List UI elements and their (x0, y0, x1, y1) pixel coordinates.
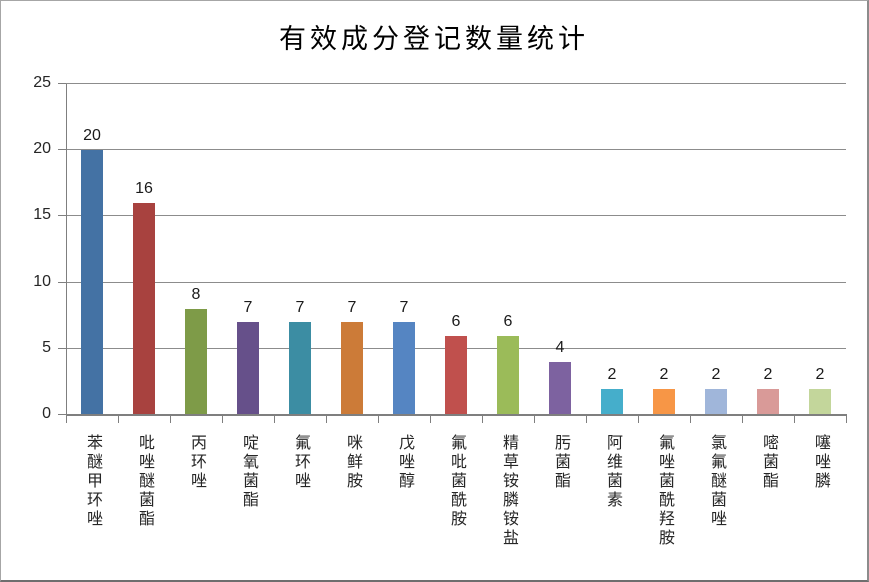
gridline (66, 149, 846, 151)
y-axis-tick-label: 10 (33, 272, 51, 290)
bar (757, 389, 779, 415)
x-axis-label: 丙环唑 (188, 434, 205, 491)
bar (185, 309, 207, 415)
x-axis-tick (742, 415, 743, 423)
x-axis-tick (534, 415, 535, 423)
x-axis-label: 噻唑膦 (812, 434, 829, 491)
bar-value-label: 7 (399, 299, 409, 316)
gridline (66, 215, 846, 217)
x-axis-label: 氟环唑 (292, 434, 309, 491)
y-axis-tick (58, 83, 66, 84)
x-axis-tick (66, 415, 67, 423)
y-axis-tick-label: 0 (42, 405, 51, 422)
y-axis-tick-label: 20 (33, 140, 51, 158)
bar (705, 389, 727, 415)
chart-title: 有效成分登记数量统计 (279, 24, 589, 54)
bar (81, 150, 103, 415)
x-axis-label: 肟菌酯 (552, 434, 569, 491)
x-axis-label: 咪鲜胺 (344, 434, 361, 491)
bar-value-label: 6 (451, 313, 461, 330)
x-axis-tick (586, 415, 587, 423)
bar-value-label: 4 (555, 339, 565, 356)
bar-value-label: 7 (243, 299, 253, 316)
gridline (66, 83, 846, 84)
gridline (66, 281, 846, 283)
x-axis-label: 苯醚甲环唑 (84, 434, 101, 529)
y-axis-tick (58, 149, 66, 151)
bar (289, 322, 311, 415)
bar (393, 322, 415, 415)
x-axis-label: 精草铵膦铵盐 (500, 434, 517, 548)
bar-value-label: 7 (295, 299, 305, 316)
x-axis-tick (326, 415, 327, 423)
y-axis-tick-label: 15 (33, 206, 51, 224)
x-axis-line (66, 414, 847, 416)
bar (549, 362, 571, 415)
bar (445, 336, 467, 415)
bar (341, 322, 363, 415)
bar (497, 336, 519, 415)
x-axis-tick (482, 415, 483, 423)
bar-value-label: 6 (503, 313, 513, 330)
bar-value-label: 8 (191, 286, 201, 303)
bar-value-label: 20 (83, 127, 101, 144)
bar (133, 203, 155, 415)
y-axis-line (66, 84, 67, 415)
x-axis-tick (118, 415, 119, 423)
x-axis-tick (170, 415, 171, 423)
y-axis-tick-label: 25 (33, 74, 51, 91)
x-axis-label: 氯氟醚菌唑 (708, 434, 725, 529)
x-axis-label: 吡唑醚菌酯 (136, 434, 153, 529)
y-axis-tick (58, 281, 66, 283)
x-axis-tick (274, 415, 275, 423)
x-axis-label: 氟唑菌酰羟胺 (656, 434, 673, 548)
y-axis-tick-label: 5 (42, 338, 51, 356)
bar-value-label: 2 (815, 366, 825, 383)
x-axis-label: 戊唑醇 (396, 434, 413, 491)
x-axis-label: 啶氧菌酯 (240, 434, 257, 510)
bar-value-label: 2 (607, 366, 617, 383)
bar-value-label: 16 (135, 180, 153, 197)
x-axis-tick (690, 415, 691, 423)
bar (809, 389, 831, 415)
x-axis-tick (378, 415, 379, 423)
y-axis-tick (58, 215, 66, 217)
x-axis-tick (638, 415, 639, 423)
x-axis-tick (846, 415, 847, 423)
bar (653, 389, 675, 415)
bar-value-label: 2 (763, 366, 773, 383)
bar-value-label: 2 (659, 366, 669, 383)
x-axis-tick (222, 415, 223, 423)
x-axis-tick (794, 415, 795, 423)
x-axis-label: 嘧菌酯 (760, 434, 777, 491)
bar (237, 322, 259, 415)
bar (601, 389, 623, 415)
y-axis-tick (58, 347, 66, 349)
x-axis-label: 氟吡菌酰胺 (448, 434, 465, 529)
bar-value-label: 2 (711, 366, 721, 383)
y-axis-tick (58, 414, 66, 415)
bar-value-label: 7 (347, 299, 357, 316)
x-axis-label: 阿维菌素 (604, 434, 621, 510)
x-axis-tick (430, 415, 431, 423)
